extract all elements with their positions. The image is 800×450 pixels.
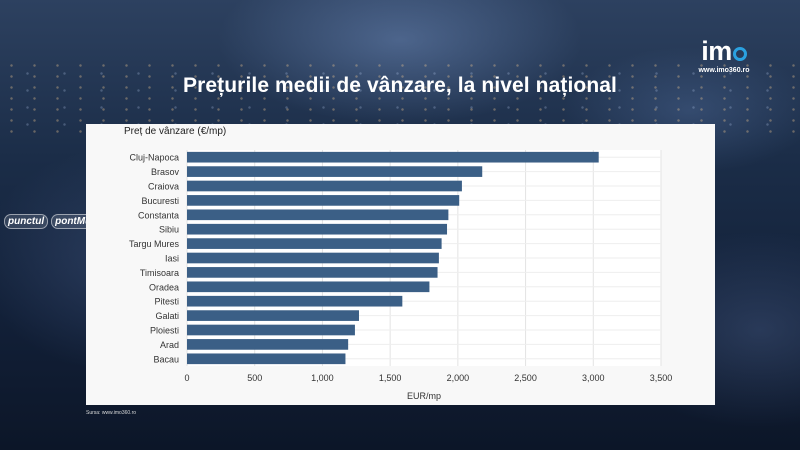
bar <box>187 353 346 365</box>
bar <box>187 252 439 264</box>
x-tick-label: 1,000 <box>311 373 334 383</box>
category-label: Craiova <box>148 182 179 192</box>
category-label: Ploiesti <box>150 326 179 336</box>
bar <box>187 209 449 221</box>
chart-y-axis-title: Preț de vânzare (€/mp) <box>124 126 227 137</box>
category-label: Targu Mures <box>129 239 180 249</box>
bar <box>187 166 483 177</box>
x-tick-label: 0 <box>184 373 189 383</box>
category-label: Sibiu <box>159 225 179 235</box>
x-tick-label: 1,500 <box>379 373 402 383</box>
brand-logo-block: im www.imo360.ro <box>694 38 754 75</box>
brand-logo: im <box>694 38 754 65</box>
x-tick-label: 500 <box>247 373 262 383</box>
bar-chart: Cluj-Napoca Brasov Craiova Bucuresti Constan… <box>129 150 673 401</box>
bar <box>187 295 403 307</box>
bar <box>187 339 349 350</box>
category-label: Constanta <box>138 210 179 220</box>
category-label: Timisoara <box>140 268 179 278</box>
partner-logo-punctul: punctul <box>4 214 49 229</box>
category-label: Galati <box>155 311 179 321</box>
x-tick-label: 2,500 <box>514 373 537 383</box>
source-note: Sursa: www.imo360.ro <box>86 410 137 416</box>
bar <box>187 223 448 235</box>
bar <box>187 238 442 249</box>
category-label: Cluj-Napoca <box>129 153 179 163</box>
brand-logo-text: im <box>701 36 732 66</box>
bar <box>187 281 430 293</box>
x-tick-label: 3,500 <box>650 373 673 383</box>
bar <box>187 267 438 278</box>
brand-url: www.imo360.ro <box>698 67 750 74</box>
bar <box>187 310 359 321</box>
bar <box>187 180 462 192</box>
category-label: Iasi <box>165 254 179 264</box>
bar <box>187 151 599 163</box>
x-tick-label: 2,000 <box>447 373 470 383</box>
x-axis-title: EUR/mp <box>407 391 441 401</box>
category-label: Oradea <box>149 282 179 292</box>
category-label: Bacau <box>153 354 179 364</box>
page-title: Prețurile medii de vânzare, la nivel naț… <box>183 74 617 97</box>
brand-logo-o-icon <box>732 47 747 61</box>
category-label: Pitesti <box>154 297 179 307</box>
bar <box>187 195 460 206</box>
x-tick-label: 3,000 <box>582 373 605 383</box>
category-label: Arad <box>160 340 179 350</box>
category-label: Bucuresti <box>141 196 179 206</box>
chart-panel: Preț de vânzare (€/mp) Cluj-Napoca Brasov… <box>86 124 715 405</box>
category-label: Brasov <box>151 167 180 177</box>
bar <box>187 324 355 336</box>
